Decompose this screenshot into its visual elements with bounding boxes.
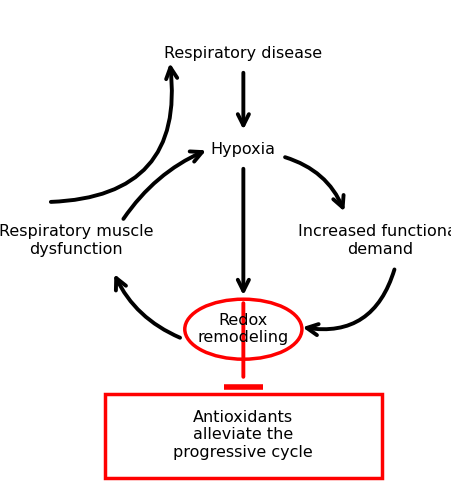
Text: Hypoxia: Hypoxia: [210, 142, 275, 156]
Ellipse shape: [184, 299, 301, 359]
FancyBboxPatch shape: [104, 394, 382, 478]
Text: Redox
remodeling: Redox remodeling: [197, 313, 288, 346]
Text: Increased functional
demand: Increased functional demand: [298, 224, 451, 256]
Text: Respiratory muscle
dysfunction: Respiratory muscle dysfunction: [0, 224, 153, 256]
Text: Respiratory disease: Respiratory disease: [164, 46, 322, 60]
Text: Antioxidants
alleviate the
progressive cycle: Antioxidants alleviate the progressive c…: [173, 410, 313, 460]
